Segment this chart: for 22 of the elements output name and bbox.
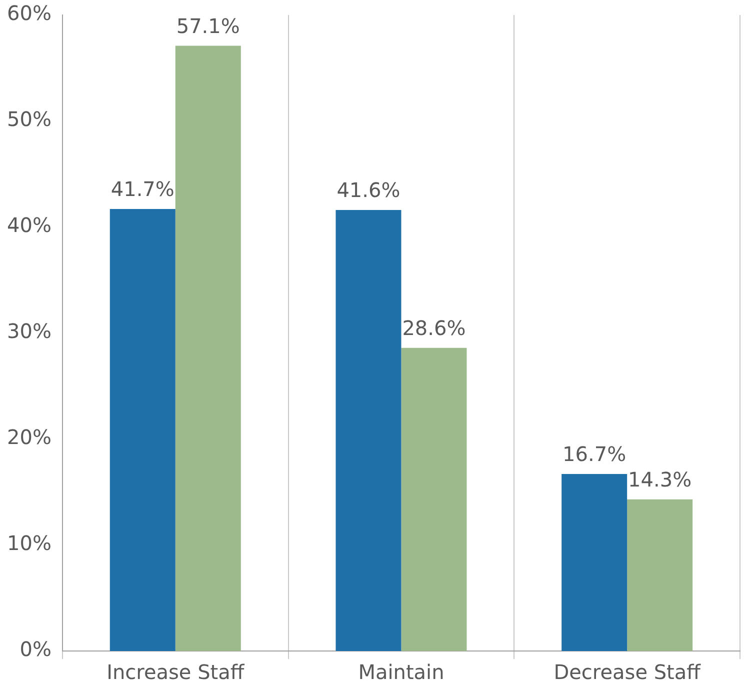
y-tick-label: 30% xyxy=(7,319,52,344)
data-label: 41.6% xyxy=(336,178,400,202)
data-label: 41.7% xyxy=(110,177,174,202)
bar xyxy=(627,499,693,651)
bar xyxy=(401,348,467,651)
x-tick-label: Maintain xyxy=(358,660,444,684)
data-label: 16.7% xyxy=(562,442,626,466)
y-tick-label: 40% xyxy=(7,213,52,238)
data-label: 14.3% xyxy=(628,468,692,492)
y-tick-label: 20% xyxy=(7,425,52,450)
y-tick-label: 10% xyxy=(7,531,52,556)
bar xyxy=(175,46,241,651)
bar xyxy=(336,210,402,651)
data-label: 28.6% xyxy=(402,316,466,340)
y-tick-label: 0% xyxy=(20,637,52,662)
y-tick-label: 50% xyxy=(7,107,52,132)
bar xyxy=(562,474,628,651)
bar xyxy=(110,208,176,651)
y-tick-label: 60% xyxy=(7,1,52,26)
x-tick-label: Increase Staff xyxy=(106,660,246,684)
data-label: 57.1% xyxy=(176,14,240,38)
x-tick-label: Decrease Staff xyxy=(554,660,702,684)
